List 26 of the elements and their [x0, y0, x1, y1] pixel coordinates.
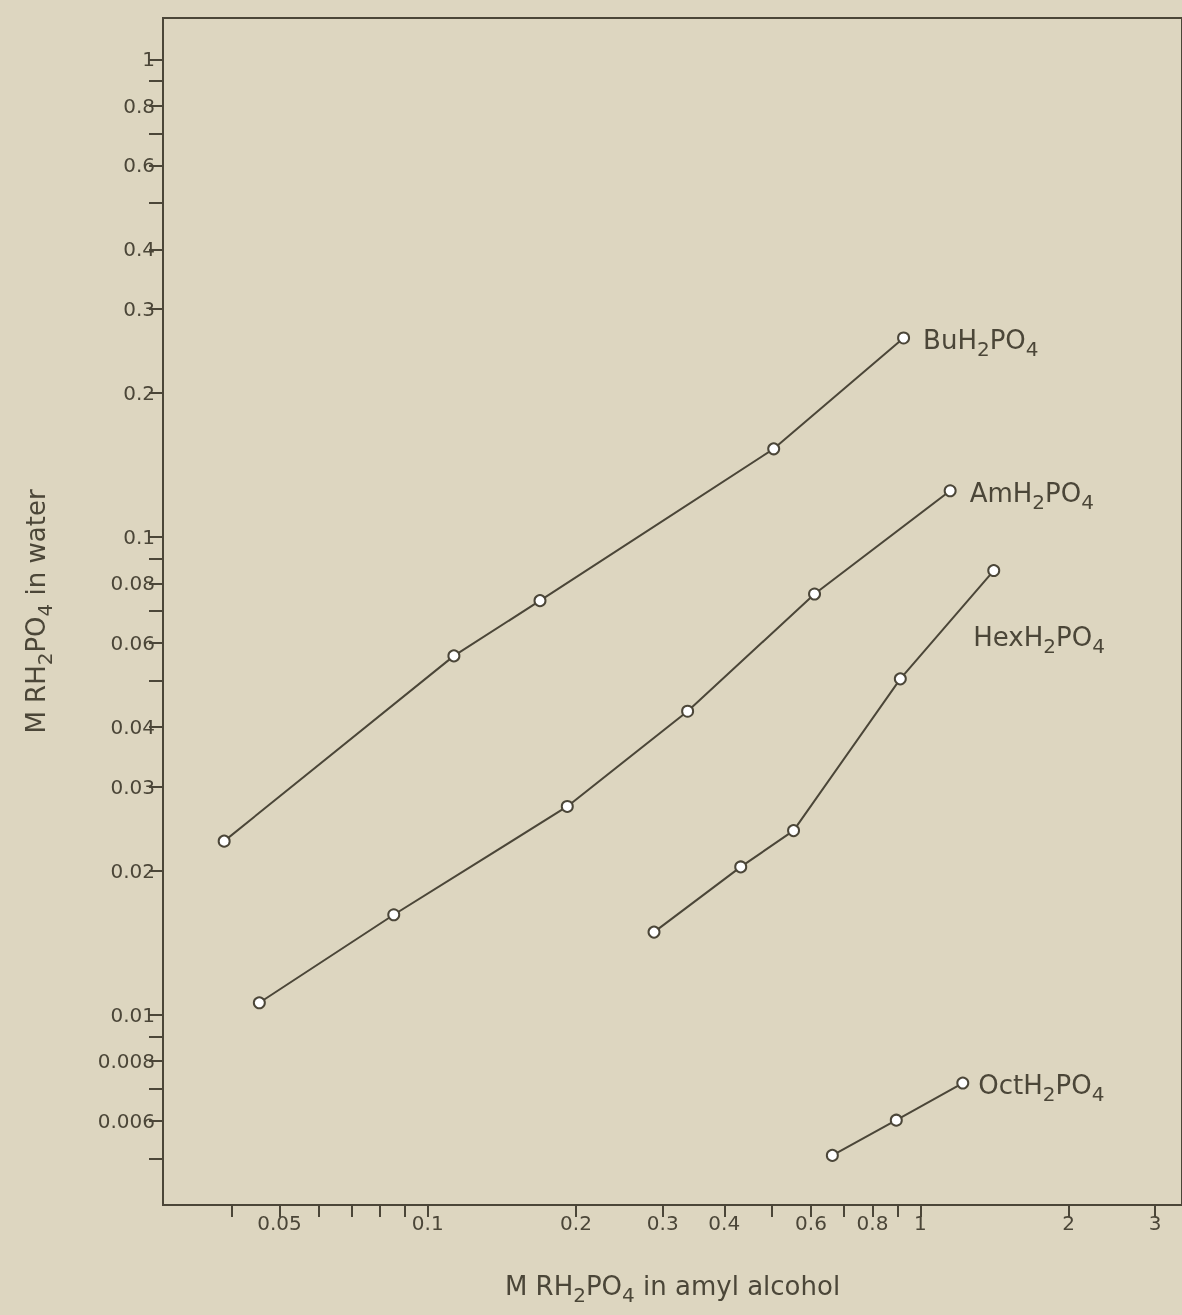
x-tick-label: 2	[1062, 1211, 1075, 1235]
y-tick-label: 0.4	[123, 237, 155, 262]
y-tick-label: 0.8	[123, 93, 155, 118]
y-tick-label: 0.008	[97, 1049, 155, 1074]
y-tick-label: 0.02	[110, 859, 155, 884]
y-tick-label: 0.006	[97, 1108, 155, 1133]
y-tick-label: 0.2	[123, 381, 155, 406]
x-tick-label: 0.4	[708, 1211, 741, 1235]
y-tick-label: 0.1	[123, 525, 155, 550]
y-tick-label: 1	[142, 47, 155, 72]
y-tick-label: 0.01	[110, 1002, 155, 1027]
y-tick-label: 0.08	[110, 571, 155, 596]
y-tick-label: 0.6	[123, 153, 155, 178]
x-tick-label: 0.3	[646, 1211, 679, 1235]
x-tick-label: 0.1	[411, 1211, 444, 1235]
x-tick-label: 0.8	[856, 1211, 889, 1235]
x-tick-label: 0.2	[560, 1211, 592, 1235]
y-tick-label: 0.3	[123, 297, 155, 322]
x-tick-label: 0.6	[795, 1211, 827, 1235]
x-tick-label: 0.05	[257, 1211, 302, 1235]
x-tick-label: 1	[913, 1211, 927, 1235]
y-tick-label: 0.03	[110, 774, 155, 799]
y-axis-title: M RH2PO4 in water	[21, 489, 57, 734]
y-tick-label: 0.04	[110, 715, 155, 740]
y-tick-label: 0.06	[110, 631, 155, 656]
x-tick-label: 3	[1148, 1211, 1162, 1235]
